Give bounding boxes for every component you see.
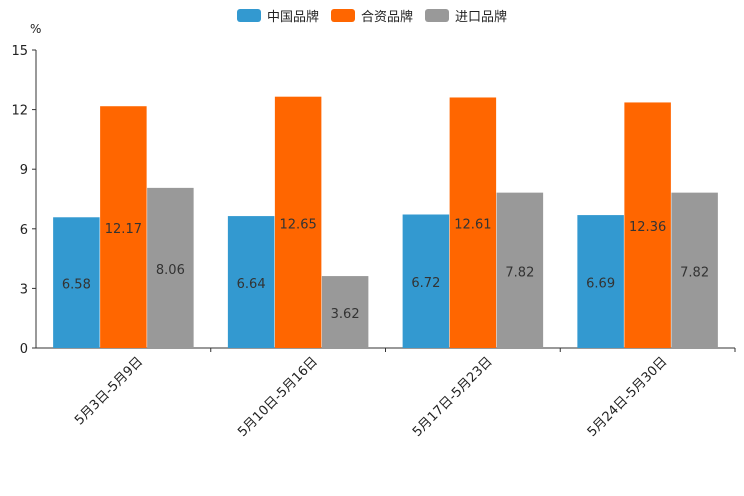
legend-label-joint-venture-brand: 合资品牌 <box>360 10 413 25</box>
bar-data-label: 8.06 <box>156 263 185 278</box>
bar <box>624 102 671 348</box>
y-tick-label: 6 <box>20 223 28 238</box>
y-tick-label: 12 <box>11 104 28 119</box>
bar <box>496 192 544 348</box>
bar <box>402 214 450 348</box>
y-axis-unit-label: % <box>30 22 42 36</box>
legend: 中国品牌 合资品牌 进口品牌 <box>0 6 744 25</box>
y-tick-label: 9 <box>20 163 28 178</box>
y-tick-label: 0 <box>20 342 28 357</box>
legend-swatch-imported-brand <box>425 9 449 22</box>
bar-data-label: 3.62 <box>331 307 360 322</box>
bar-data-label: 7.82 <box>505 265 534 280</box>
legend-label-imported-brand: 进口品牌 <box>455 10 508 25</box>
bar <box>577 215 624 348</box>
legend-swatch-joint-venture-brand <box>330 9 355 22</box>
bar <box>100 106 147 349</box>
y-tick-label: 3 <box>20 282 28 297</box>
y-tick-label: 15 <box>11 44 28 59</box>
bar <box>227 216 275 348</box>
bar-data-label: 12.36 <box>629 220 666 235</box>
bar-data-label: 6.72 <box>411 276 440 291</box>
x-tick-label: 5月17日-5月23日 <box>410 354 496 440</box>
bar <box>671 192 718 348</box>
bar-data-label: 7.82 <box>680 265 709 280</box>
bar <box>274 96 322 348</box>
legend-item-joint-venture-brand[interactable]: 合资品牌 <box>330 6 413 25</box>
bar-data-label: 6.58 <box>62 278 91 293</box>
x-tick-label: 5月3日-5月9日 <box>72 354 146 428</box>
x-tick-label: 5月24日-5月30日 <box>585 354 671 440</box>
x-tick-label: 5月10日-5月16日 <box>235 354 321 440</box>
bar-data-label: 12.61 <box>454 218 491 233</box>
bar-data-label: 12.65 <box>280 217 317 232</box>
bar <box>147 187 194 348</box>
bar-data-label: 12.17 <box>105 222 142 237</box>
bar <box>53 217 100 348</box>
bar-data-label: 6.64 <box>237 277 266 292</box>
legend-label-china-brand: 中国品牌 <box>266 10 319 25</box>
legend-swatch-china-brand <box>236 9 261 22</box>
bar-data-label: 6.69 <box>586 277 615 292</box>
legend-item-china-brand[interactable]: 中国品牌 <box>236 6 319 25</box>
bar <box>321 276 369 348</box>
bar <box>449 97 497 349</box>
legend-item-imported-brand[interactable]: 进口品牌 <box>425 6 507 25</box>
